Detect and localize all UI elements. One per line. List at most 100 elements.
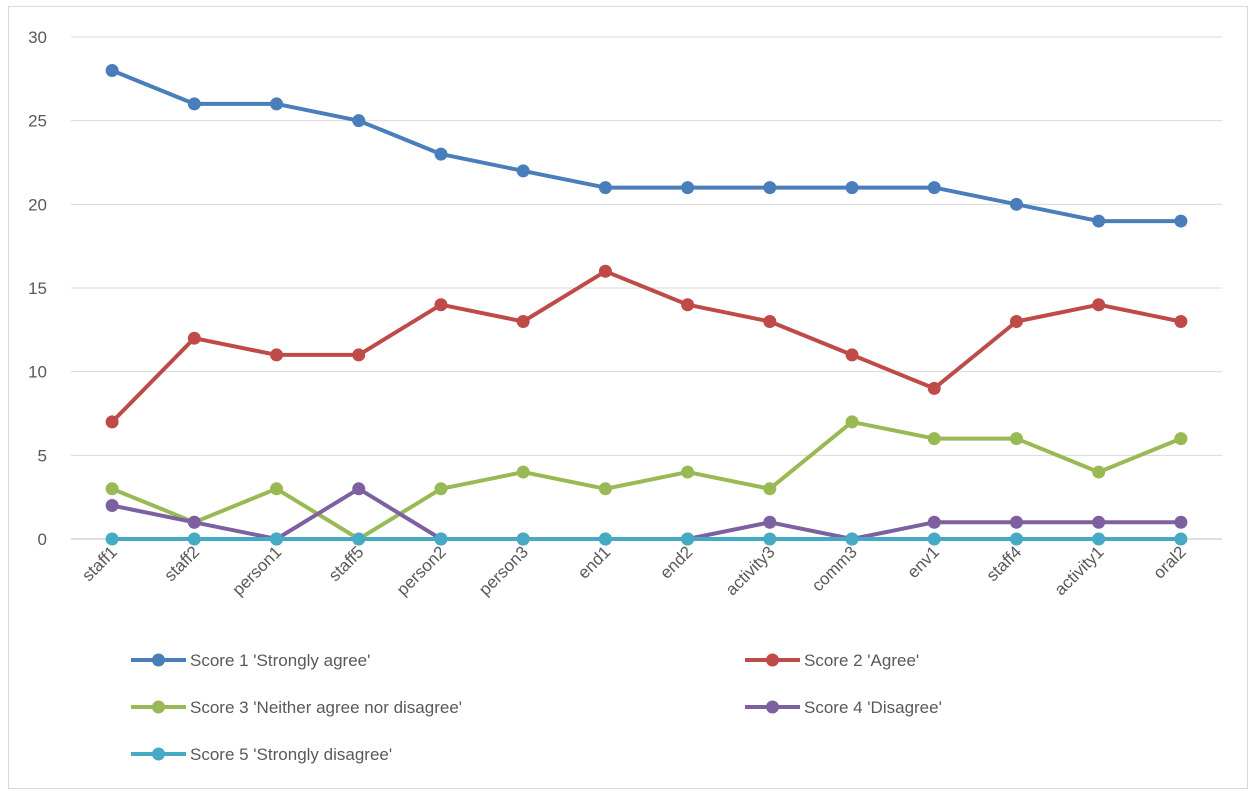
data-point [270,482,284,496]
data-point [845,415,859,429]
data-point [516,532,530,546]
x-tick-label: person2 [393,542,450,599]
data-point [1009,432,1023,446]
x-tick-label: end1 [574,542,614,582]
x-axis-tick-labels: staff1 staff2 person1 staff5 person2 person3 e… [78,542,1189,599]
data-point [1092,465,1106,479]
data-point [1174,515,1188,529]
data-point [763,314,777,328]
data-point [105,499,119,513]
y-tick-label: 10 [28,363,47,382]
legend-item: Score 2 'Agree' [745,651,919,670]
data-point [598,532,612,546]
legend-item: Score 4 'Disagree' [745,698,942,717]
data-point [1009,515,1023,529]
legend-label: Score 3 'Neither agree nor disagree' [190,698,462,717]
data-point [598,482,612,496]
chart-frame [8,6,1248,789]
x-tick-label: staff2 [161,542,204,585]
data-point [1009,532,1023,546]
data-point [516,164,530,178]
x-tick-label: person3 [475,542,532,599]
data-point [1009,314,1023,328]
y-tick-label: 25 [28,112,47,131]
series-line [110,419,1183,541]
data-point [763,482,777,496]
data-point [1092,298,1106,312]
data-point [105,532,119,546]
y-tick-label: 0 [38,530,47,549]
data-point [187,532,201,546]
legend-label: Score 5 'Strongly disagree' [190,745,392,764]
data-point [1092,515,1106,529]
data-point [187,331,201,345]
x-tick-label: activity3 [722,542,779,599]
x-tick-label: oral2 [1150,542,1190,582]
series-5 [105,532,1188,546]
data-point [270,348,284,362]
x-tick-label: staff1 [78,542,121,585]
data-point [434,298,448,312]
data-point [763,515,777,529]
data-point [845,348,859,362]
data-point [270,532,284,546]
data-point [352,532,366,546]
y-axis-tick-labels: 0 5 10 15 20 25 30 [28,28,47,549]
legend-item: Score 5 'Strongly disagree' [131,745,392,764]
legend-marker [766,700,779,714]
legend-marker [766,653,779,667]
data-point [434,147,448,161]
data-point [187,515,201,529]
data-point [105,63,119,77]
data-point [187,97,201,111]
data-point [352,114,366,128]
data-point [763,532,777,546]
series-group [105,63,1188,546]
series-2 [105,264,1188,429]
series-3 [105,415,1188,546]
data-point [270,97,284,111]
data-point [1009,197,1023,211]
data-point [845,181,859,195]
legend: Score 1 'Strongly agree' Score 2 'Agree' S… [131,651,942,764]
data-point [845,532,859,546]
legend-marker [152,700,165,714]
data-point [1174,314,1188,328]
data-point [1092,532,1106,546]
data-point [681,298,695,312]
data-point [927,432,941,446]
series-line [110,68,1183,224]
x-tick-label: person1 [228,542,285,599]
data-point [598,264,612,278]
x-tick-label: staff5 [325,542,368,585]
data-point [352,348,366,362]
data-point [516,314,530,328]
legend-label: Score 2 'Agree' [804,651,919,670]
legend-label: Score 4 'Disagree' [804,698,942,717]
data-point [1174,432,1188,446]
data-point [434,532,448,546]
y-tick-label: 20 [28,195,47,214]
data-point [105,415,119,429]
data-point [434,482,448,496]
data-point [681,532,695,546]
data-point [1092,214,1106,228]
data-point [927,515,941,529]
series-line [110,269,1183,424]
data-point [681,181,695,195]
legend-marker [152,653,165,667]
x-tick-label: env1 [904,542,944,582]
x-tick-label: end2 [656,542,696,582]
data-point [927,532,941,546]
x-tick-label: comm3 [808,542,861,595]
y-tick-label: 30 [28,28,47,47]
series-line [110,486,1183,541]
series-1 [105,63,1188,228]
data-point [1174,532,1188,546]
y-tick-label: 5 [38,446,47,465]
data-point [681,465,695,479]
data-point [352,482,366,496]
x-tick-label: activity1 [1051,542,1108,599]
legend-item: Score 3 'Neither agree nor disagree' [131,698,462,717]
